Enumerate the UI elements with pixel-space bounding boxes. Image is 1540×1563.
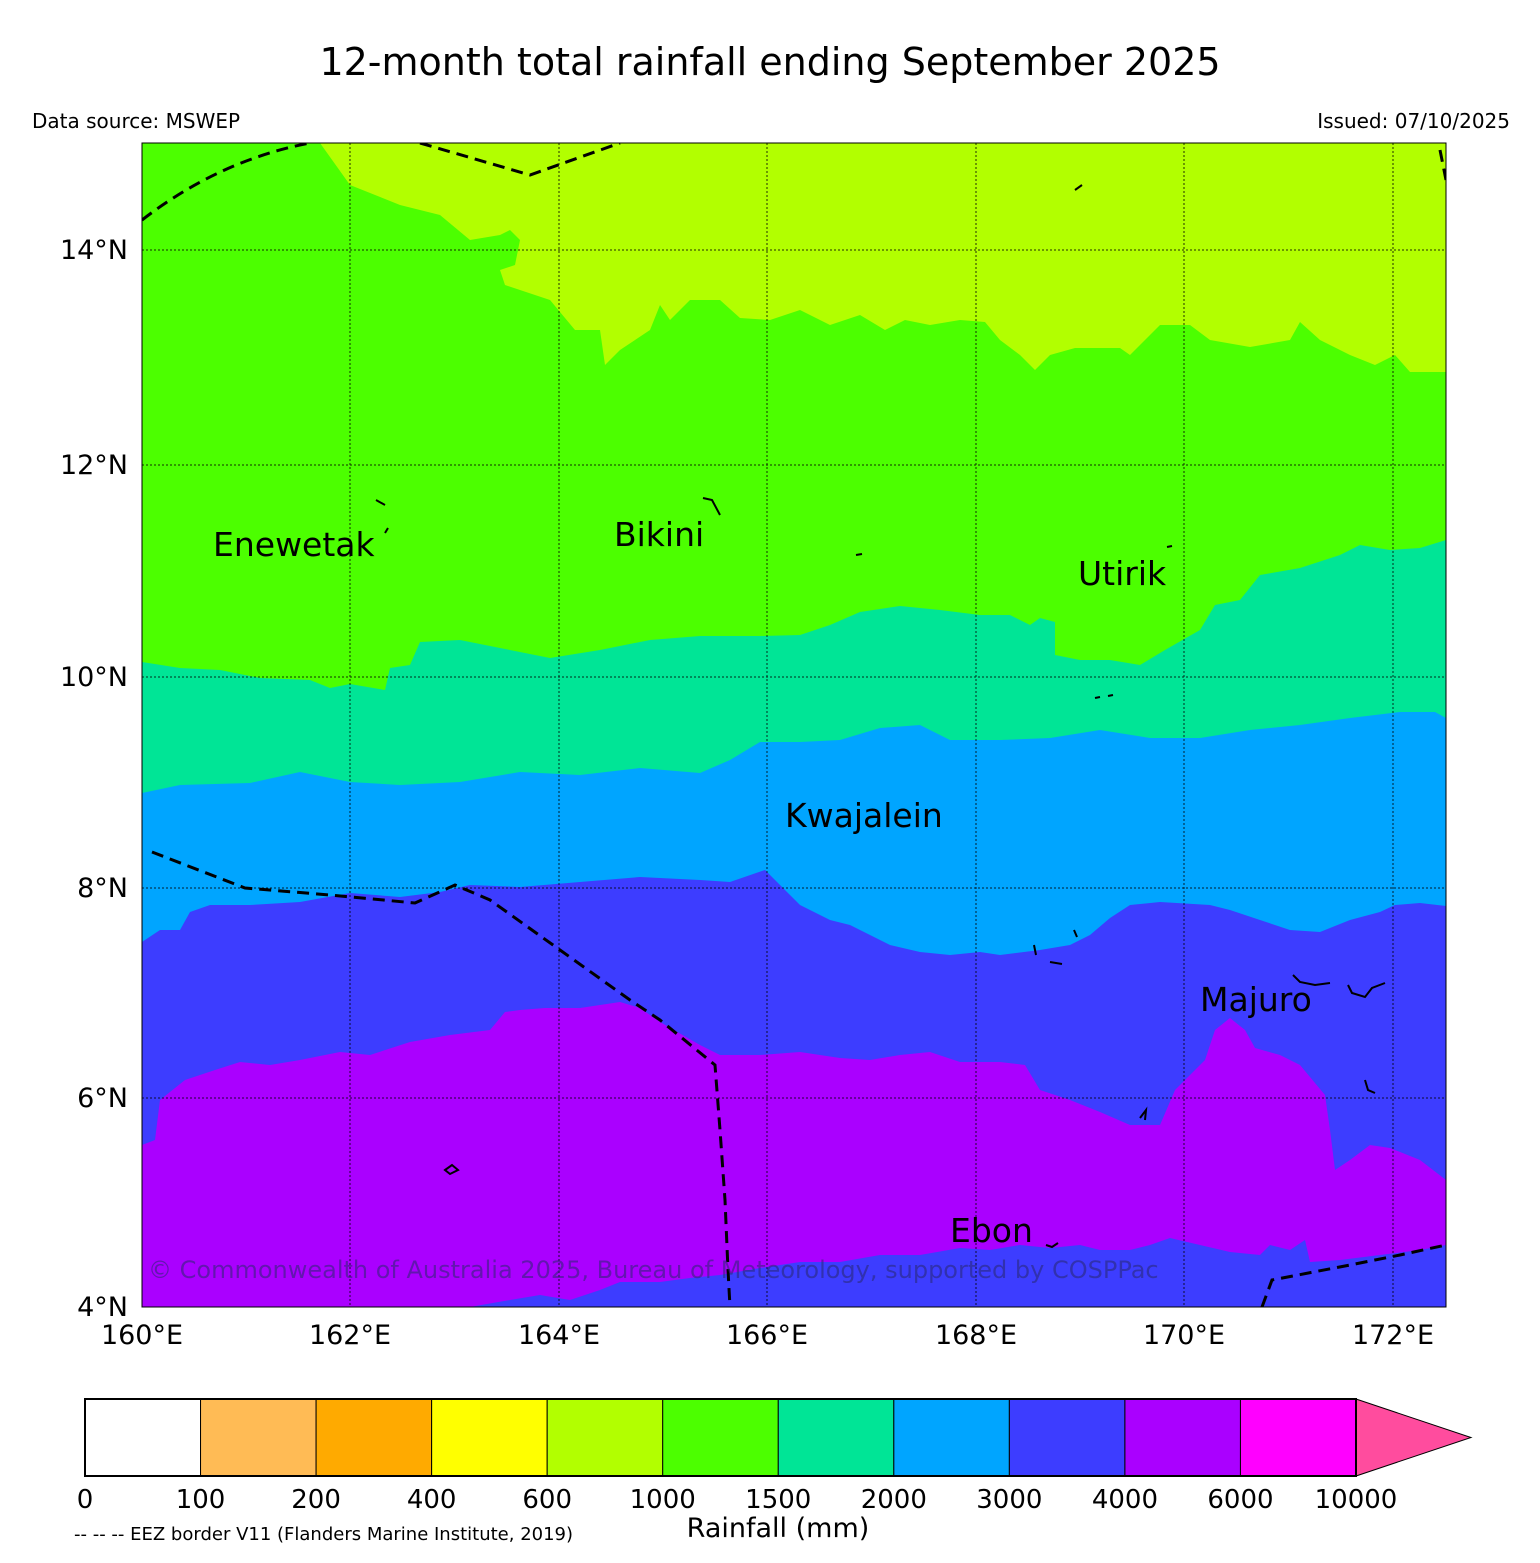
colorbar-box	[1124, 1398, 1241, 1477]
place-labels: Enewetak Bikini Utirik Kwajalein Majuro …	[213, 515, 1312, 1250]
colorbar-tick-label: 10000	[1315, 1485, 1398, 1515]
colorbar-extend-arrow	[1355, 1398, 1473, 1477]
place-label-enewetak: Enewetak	[213, 525, 376, 564]
lat-label: 4°N	[77, 1292, 128, 1323]
colorbar-tick-label: 3000	[976, 1485, 1042, 1515]
data-source: Data source: MSWEP	[32, 109, 241, 133]
lon-label: 166°E	[726, 1320, 808, 1351]
colorbar-box	[662, 1398, 779, 1477]
latitude-labels: 14°N 12°N 10°N 8°N 6°N 4°N	[60, 235, 128, 1323]
band-4000-6000	[142, 1002, 1446, 1307]
lon-label: 172°E	[1352, 1320, 1434, 1351]
lat-label: 10°N	[60, 662, 128, 693]
colorbar-tick-label: 1000	[630, 1485, 696, 1515]
eez-borders	[142, 143, 1446, 1307]
eez-legend-note: -- -- -- EEZ border V11 (Flanders Marine…	[74, 1524, 574, 1545]
atolls	[375, 184, 1386, 1249]
colorbar-box	[777, 1398, 895, 1477]
colorbar-title: Rainfall (mm)	[686, 1513, 870, 1544]
colorbar-box	[200, 1398, 317, 1477]
map-plot-area	[142, 143, 1446, 1307]
lon-label: 160°E	[101, 1320, 183, 1351]
map-title: 12-month total rainfall ending September…	[319, 40, 1221, 84]
lon-label: 162°E	[309, 1320, 391, 1351]
colorbar-tick-label: 200	[291, 1485, 341, 1515]
lon-label: 168°E	[935, 1320, 1017, 1351]
colorbar: 0 100 200 400 600 1000 1500 2000 3000 4000 6000 100…	[77, 1398, 1473, 1515]
place-label-bikini: Bikini	[614, 515, 704, 554]
colorbar-frame	[84, 1398, 1357, 1477]
lat-label: 14°N	[60, 235, 128, 266]
colorbar-box	[315, 1398, 433, 1477]
colorbar-box	[1239, 1398, 1357, 1477]
gridlines	[142, 143, 1446, 1307]
lat-label: 6°N	[77, 1083, 128, 1114]
colorbar-tick-label: 0	[77, 1485, 94, 1515]
place-label-majuro: Majuro	[1200, 980, 1312, 1019]
longitude-labels: 160°E 162°E 164°E 166°E 168°E 170°E 172°…	[101, 1320, 1434, 1351]
lat-label: 12°N	[60, 450, 128, 481]
issued-date: Issued: 07/10/2025	[1317, 109, 1510, 133]
colorbar-box	[431, 1398, 548, 1477]
place-label-kwajalein: Kwajalein	[785, 796, 943, 835]
lat-label: 8°N	[77, 873, 128, 904]
copyright-notice: © Commonwealth of Australia 2025, Bureau…	[148, 1256, 1159, 1284]
lon-label: 164°E	[518, 1320, 600, 1351]
colorbar-box	[1008, 1398, 1126, 1477]
colorbar-box	[84, 1398, 202, 1477]
place-label-ebon: Ebon	[950, 1211, 1033, 1250]
lon-label: 170°E	[1143, 1320, 1225, 1351]
colorbar-tick-label: 400	[407, 1485, 457, 1515]
colorbar-box	[893, 1398, 1010, 1477]
colorbar-tick-label: 1500	[745, 1485, 811, 1515]
place-label-utirik: Utirik	[1078, 554, 1167, 593]
colorbar-tick-label: 6000	[1207, 1485, 1273, 1515]
colorbar-tick-label: 100	[176, 1485, 226, 1515]
colorbar-tick-label: 600	[522, 1485, 572, 1515]
colorbar-tick-label: 2000	[861, 1485, 927, 1515]
colorbar-box	[546, 1398, 664, 1477]
colorbar-tick-label: 4000	[1092, 1485, 1158, 1515]
map-frame	[141, 142, 1447, 1308]
